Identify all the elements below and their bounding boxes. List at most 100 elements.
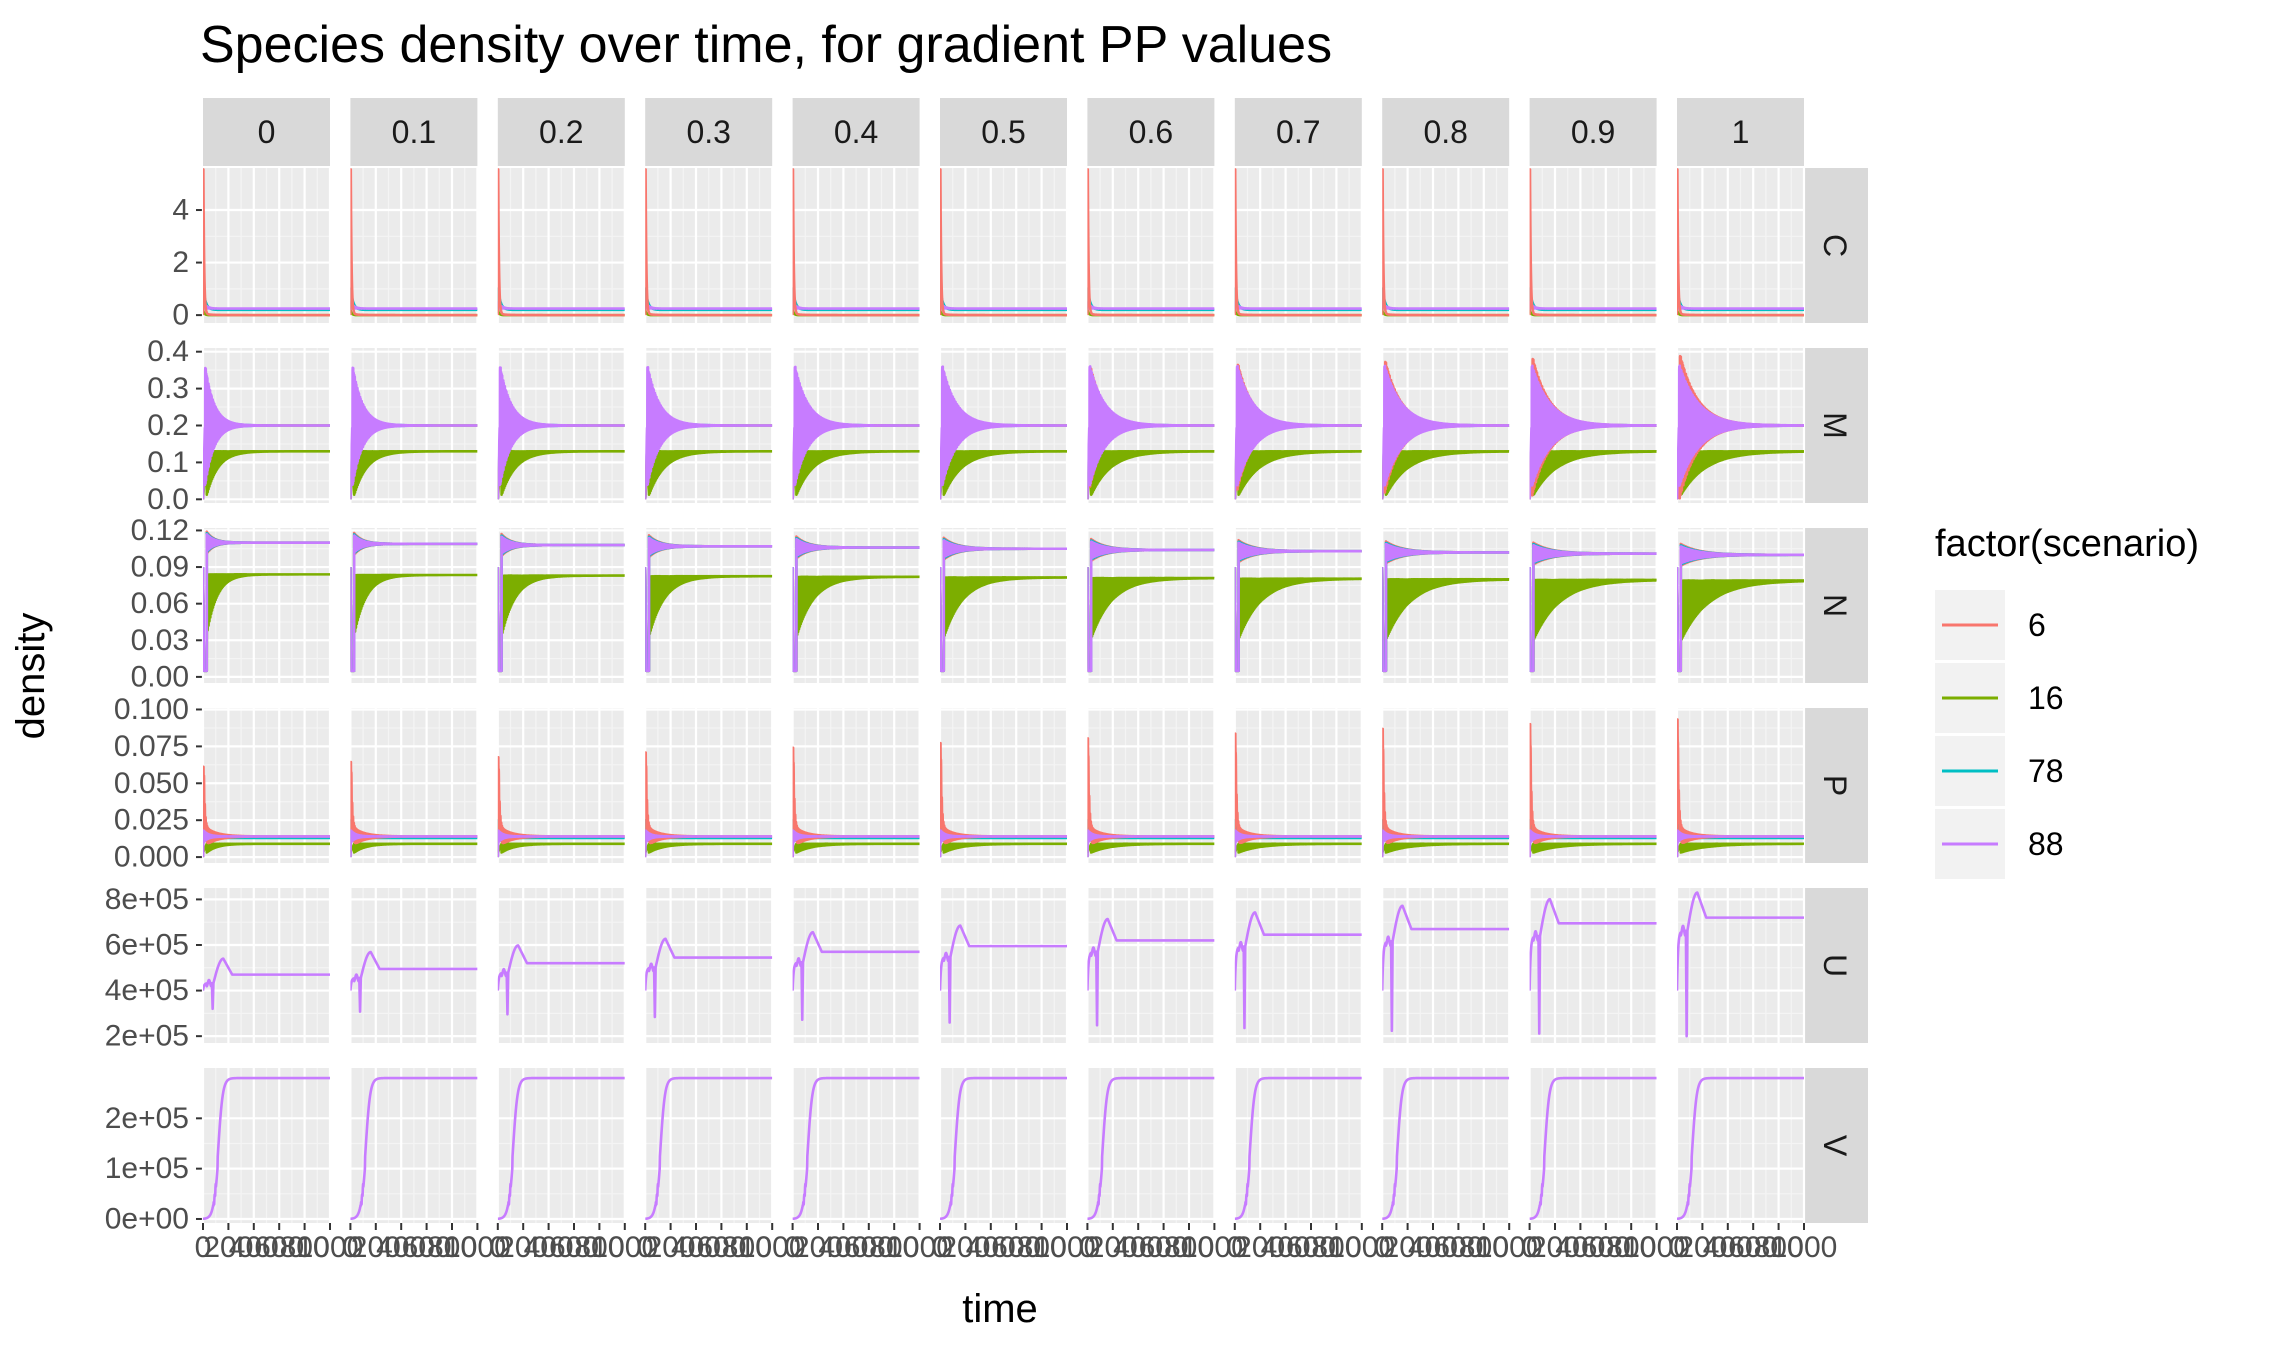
facet-panel (1530, 888, 1657, 1043)
facet-panel (203, 708, 330, 863)
y-tick-label: 0.000 (114, 841, 189, 874)
y-tick-label: 2 (172, 246, 189, 279)
facet-panel (793, 708, 920, 863)
column-strip-label: 0.5 (981, 114, 1025, 150)
y-tick-label: 0.4 (147, 335, 189, 368)
facet-panel (1235, 888, 1362, 1043)
row-strip-label: M (1817, 412, 1853, 439)
facet-panel (793, 348, 920, 503)
legend-label: 16 (2028, 680, 2064, 716)
facet-panel (350, 888, 477, 1043)
facet-panel (1235, 168, 1362, 323)
facet-panel (350, 528, 477, 683)
y-tick-label: 0.2 (147, 409, 189, 442)
facet-panel (1235, 528, 1362, 683)
facet-panel (645, 888, 772, 1043)
y-tick-label: 0.075 (114, 730, 189, 763)
facet-panel (203, 348, 330, 503)
facet-panel (645, 168, 772, 323)
facet-panel (1235, 708, 1362, 863)
y-tick-label: 0.06 (131, 587, 189, 620)
facet-panel (1530, 168, 1657, 323)
y-tick-label: 2e+05 (105, 1102, 189, 1135)
chart-title: Species density over time, for gradient … (200, 16, 1332, 74)
facet-panel (350, 348, 477, 503)
column-strip-label: 0.4 (834, 114, 878, 150)
facet-panel (350, 168, 477, 323)
row-strip-label: U (1817, 954, 1853, 977)
facet-panel (498, 888, 625, 1043)
row-strip-label: P (1817, 775, 1853, 796)
facet-panels: 0 0.1 0.2 0.3 0.4 0.5 0.6 0.7 0.8 0.9 1CMNPUV0240.… (105, 98, 1868, 1264)
y-tick-label: 4 (172, 194, 189, 227)
y-tick-label: 6e+05 (105, 928, 189, 961)
column-strip-label: 0.2 (539, 114, 583, 150)
facet-panel (1677, 528, 1804, 683)
x-axis-title: time (962, 1287, 1038, 1331)
facet-panel (1382, 528, 1509, 683)
facet-panel (793, 888, 920, 1043)
facet-panel (203, 528, 330, 683)
facet-panel (940, 168, 1067, 323)
column-strip-label: 0.9 (1571, 114, 1615, 150)
y-tick-label: 0e+00 (105, 1202, 189, 1235)
y-tick-label: 0.050 (114, 767, 189, 800)
facet-panel (1087, 708, 1214, 863)
y-tick-label: 0 (172, 299, 189, 332)
facet-panel (498, 528, 625, 683)
facet-panel (1087, 528, 1214, 683)
column-strip-label: 0 (258, 114, 276, 150)
y-tick-label: 0.1 (147, 446, 189, 479)
facet-panel (203, 888, 330, 1043)
row-strip-label: C (1817, 234, 1853, 257)
legend-title: factor(scenario) (1935, 523, 2199, 565)
facet-panel (940, 348, 1067, 503)
facet-panel (1677, 708, 1804, 863)
facet-panel (1235, 348, 1362, 503)
legend-label: 6 (2028, 607, 2046, 643)
facet-panel (645, 528, 772, 683)
column-strip-label: 1 (1732, 114, 1750, 150)
y-tick-label: 1e+05 (105, 1152, 189, 1185)
facet-panel (350, 708, 477, 863)
facet-panel (1382, 708, 1509, 863)
facet-panel (645, 708, 772, 863)
x-tick-label: 1000 (1771, 1231, 1838, 1264)
facet-panel (1677, 348, 1804, 503)
y-tick-label: 8e+05 (105, 883, 189, 916)
facet-panel (498, 708, 625, 863)
facet-panel (793, 528, 920, 683)
facet-panel (940, 888, 1067, 1043)
y-tick-label: 2e+05 (105, 1020, 189, 1053)
y-tick-label: 0.025 (114, 804, 189, 837)
facet-panel (1087, 168, 1214, 323)
facet-panel (1530, 708, 1657, 863)
y-tick-label: 0.00 (131, 660, 189, 693)
facet-panel (1087, 888, 1214, 1043)
y-axis-title: density (9, 613, 53, 740)
legend-label: 78 (2028, 753, 2064, 789)
column-strip-label: 0.1 (392, 114, 436, 150)
facet-panel (645, 348, 772, 503)
facet-panel (1677, 888, 1804, 1043)
row-strip-label: N (1817, 594, 1853, 617)
facet-panel (1530, 528, 1657, 683)
y-tick-label: 0.09 (131, 551, 189, 584)
column-strip-label: 0.6 (1129, 114, 1173, 150)
facet-panel (203, 168, 330, 323)
column-strip-label: 0.7 (1276, 114, 1320, 150)
facet-panel (498, 348, 625, 503)
column-strip-label: 0.3 (686, 114, 730, 150)
row-strip-label: V (1817, 1135, 1853, 1157)
facet-panel (1382, 348, 1509, 503)
